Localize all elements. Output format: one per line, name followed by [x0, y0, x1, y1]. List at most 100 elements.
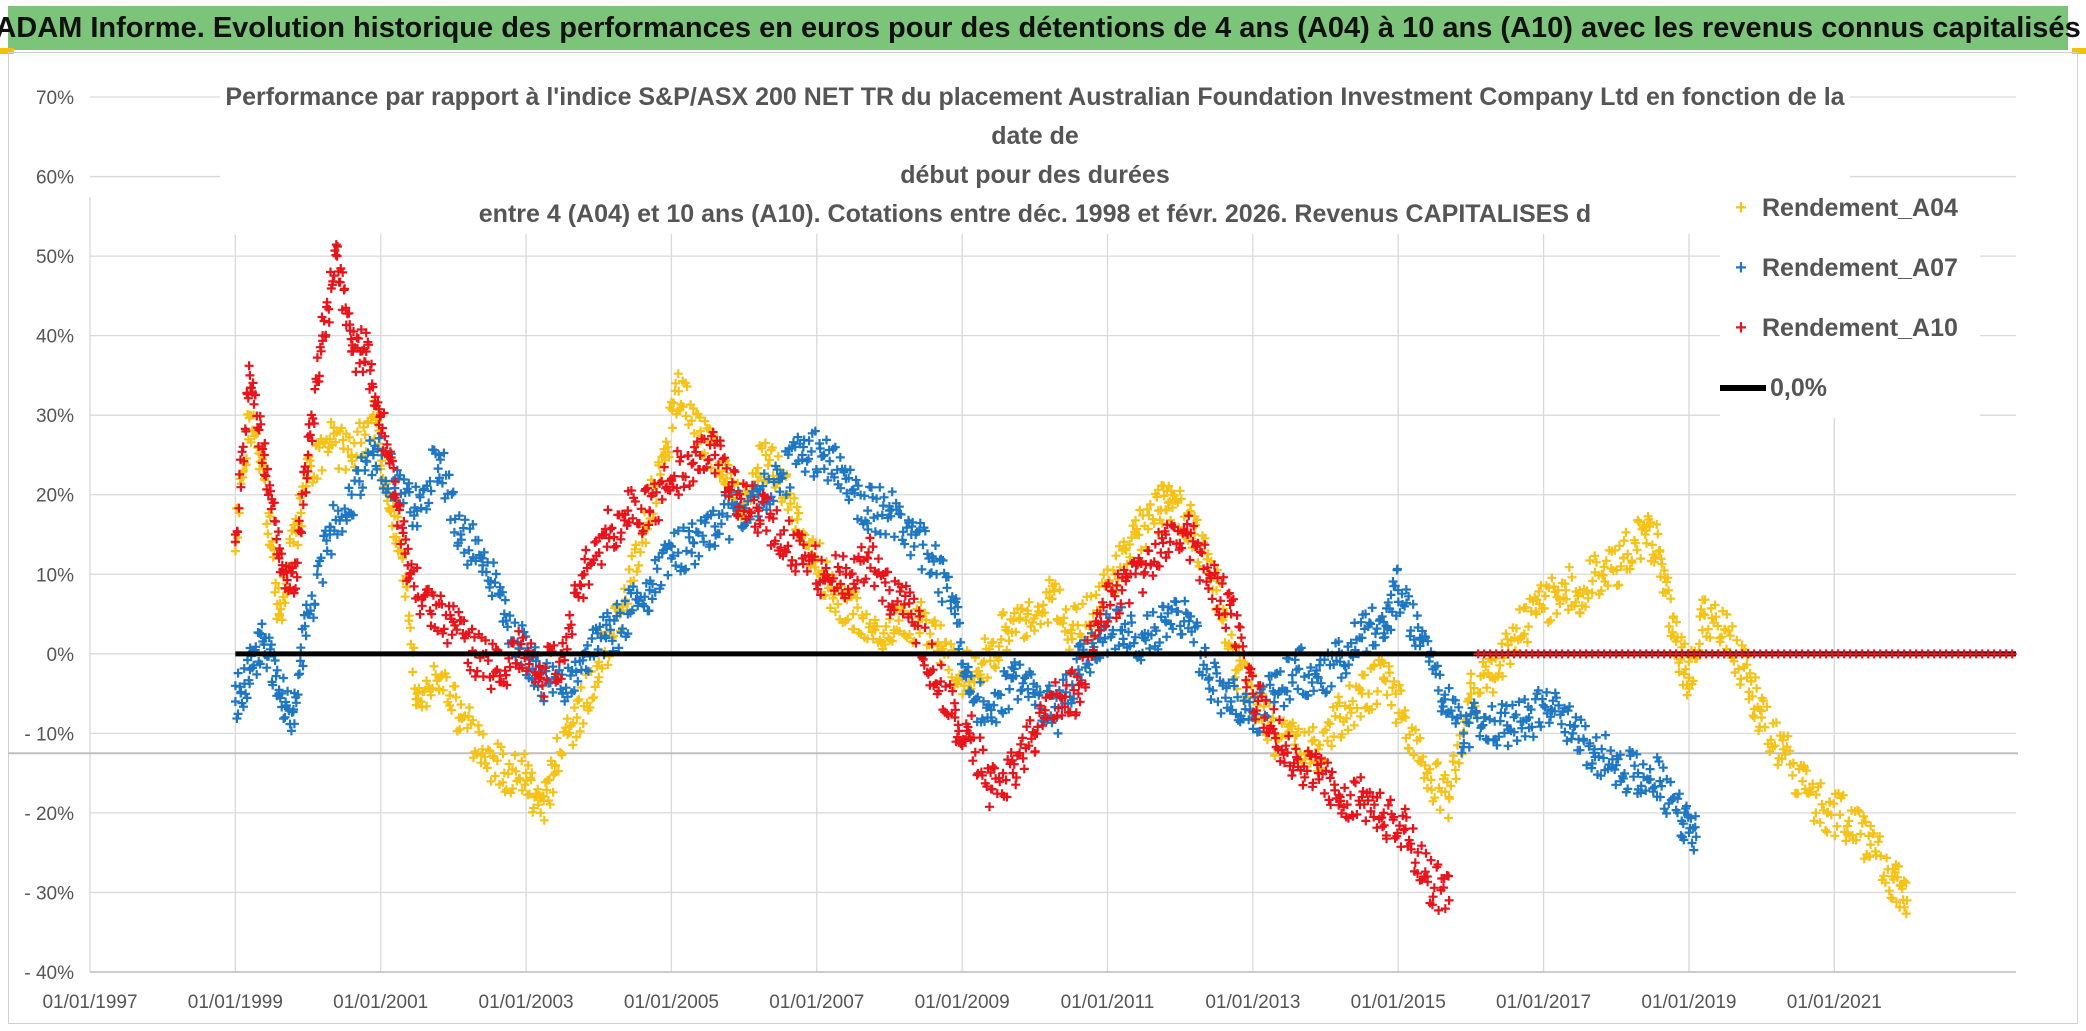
legend-label-a04: Rendement_A04: [1762, 193, 1958, 222]
data-point: [572, 713, 582, 722]
data-point: [1633, 768, 1643, 778]
data-point: [1524, 713, 1534, 722]
data-point: [688, 458, 698, 468]
data-point: [1444, 895, 1454, 905]
y-tick-label: 70%: [36, 88, 74, 109]
data-point: [928, 665, 938, 675]
legend-item-a04: + Rendement_A04: [1720, 188, 1958, 228]
data-point: [1655, 545, 1665, 555]
points-layer: [230, 240, 1912, 919]
data-point: [325, 434, 335, 444]
x-tick-label: 01/01/2021: [1787, 992, 1882, 1013]
data-point: [492, 665, 502, 675]
data-point: [259, 450, 269, 460]
x-tick-label: 01/01/2011: [1061, 992, 1155, 1013]
x-tick-label: 01/01/1997: [42, 992, 137, 1013]
y-tick-label: 60%: [36, 168, 74, 189]
series-Rendement_A10: [230, 240, 1454, 915]
chart-title: Performance par rapport à l'indice S&P/A…: [220, 78, 1850, 234]
data-point: [347, 490, 357, 500]
data-point: [1691, 832, 1701, 842]
data-point: [434, 450, 444, 460]
data-point: [1212, 585, 1221, 595]
data-point: [1553, 585, 1563, 595]
data-point: [1757, 713, 1767, 722]
x-tick-label: 01/01/2005: [624, 992, 719, 1013]
x-tick-label: 01/01/2001: [333, 992, 428, 1013]
x-tick-label: 01/01/2019: [1641, 992, 1736, 1013]
data-point: [274, 553, 284, 563]
data-point: [289, 705, 298, 714]
legend-label-zero-line: 0,0%: [1770, 373, 1827, 402]
data-point: [579, 569, 589, 579]
data-point: [761, 450, 771, 460]
data-point: [885, 585, 894, 595]
data-point: [245, 370, 255, 380]
data-point: [1902, 895, 1912, 905]
x-tick-label: 01/01/1999: [188, 992, 283, 1013]
legend-marker-a10: +: [1735, 316, 1747, 339]
data-point: [230, 697, 240, 706]
x-tick-label: 01/01/2007: [769, 992, 864, 1013]
grid-layer: [89, 96, 2016, 973]
data-point: [398, 553, 407, 563]
y-tick-label: - 40%: [24, 963, 74, 984]
data-point: [1357, 633, 1367, 643]
data-point: [1161, 617, 1171, 627]
data-point: [1161, 530, 1171, 539]
data-point: [1379, 808, 1389, 818]
data-point: [1117, 625, 1127, 635]
data-point: [710, 450, 720, 460]
data-point: [754, 506, 764, 516]
report-banner: ADAM Informe. Evolution historique des p…: [0, 6, 2081, 50]
x-tick-label: 01/01/2003: [479, 992, 574, 1013]
legend-item-a10: + Rendement_A10: [1720, 308, 1958, 348]
data-point: [623, 506, 633, 516]
y-tick-label: - 20%: [24, 804, 74, 825]
data-point: [950, 609, 960, 619]
data-point: [848, 609, 858, 619]
y-tick-label: - 30%: [24, 883, 74, 904]
data-point: [1699, 609, 1708, 619]
data-point: [674, 386, 684, 396]
data-point: [1066, 625, 1076, 635]
data-point: [1401, 713, 1410, 722]
x-tick-label: 01/01/2013: [1205, 992, 1300, 1013]
y-tick-label: 10%: [36, 565, 74, 586]
legend-label-a07: Rendement_A07: [1762, 253, 1958, 282]
data-point: [1866, 840, 1876, 850]
data-point: [1401, 824, 1410, 834]
data-point: [1597, 569, 1607, 579]
report-banner-title: ADAM Informe. Evolution historique des p…: [0, 11, 2081, 44]
x-tick-label: 01/01/2017: [1496, 992, 1591, 1013]
data-point: [863, 506, 873, 516]
data-point: [1655, 776, 1665, 786]
data-point: [1226, 609, 1236, 619]
data-point: [499, 609, 509, 619]
chart-title-line-1: Performance par rapport à l'indice S&P/A…: [225, 83, 1845, 150]
chart-legend: + Rendement_A04 + Rendement_A07 + Rendem…: [1720, 186, 1980, 418]
data-point: [797, 450, 807, 460]
data-point: [368, 450, 378, 460]
data-point: [427, 609, 437, 619]
data-point: [819, 450, 829, 460]
y-tick-label: 0%: [47, 645, 75, 666]
x-tick-label: 01/01/2015: [1351, 992, 1446, 1013]
y-tick-label: 40%: [36, 327, 74, 348]
legend-label-a10: Rendement_A10: [1762, 313, 1958, 342]
data-point: [1248, 689, 1258, 699]
axis-layer: 70% 60% 50% 40% 30% 20% 10% 0% - 10% - 20% - 30% - …: [8, 88, 2018, 1013]
data-point: [1844, 816, 1854, 826]
data-point: [1095, 609, 1105, 619]
data-point: [1619, 553, 1628, 563]
x-tick-label: 01/01/2009: [915, 992, 1010, 1013]
y-tick-label: 20%: [36, 486, 74, 507]
data-point: [1459, 728, 1469, 738]
data-point: [390, 490, 400, 500]
legend-item-a07: + Rendement_A07: [1720, 248, 1958, 288]
y-tick-label: - 10%: [24, 724, 74, 745]
data-point: [645, 585, 655, 595]
data-point: [1073, 689, 1083, 699]
data-point: [1226, 697, 1236, 706]
